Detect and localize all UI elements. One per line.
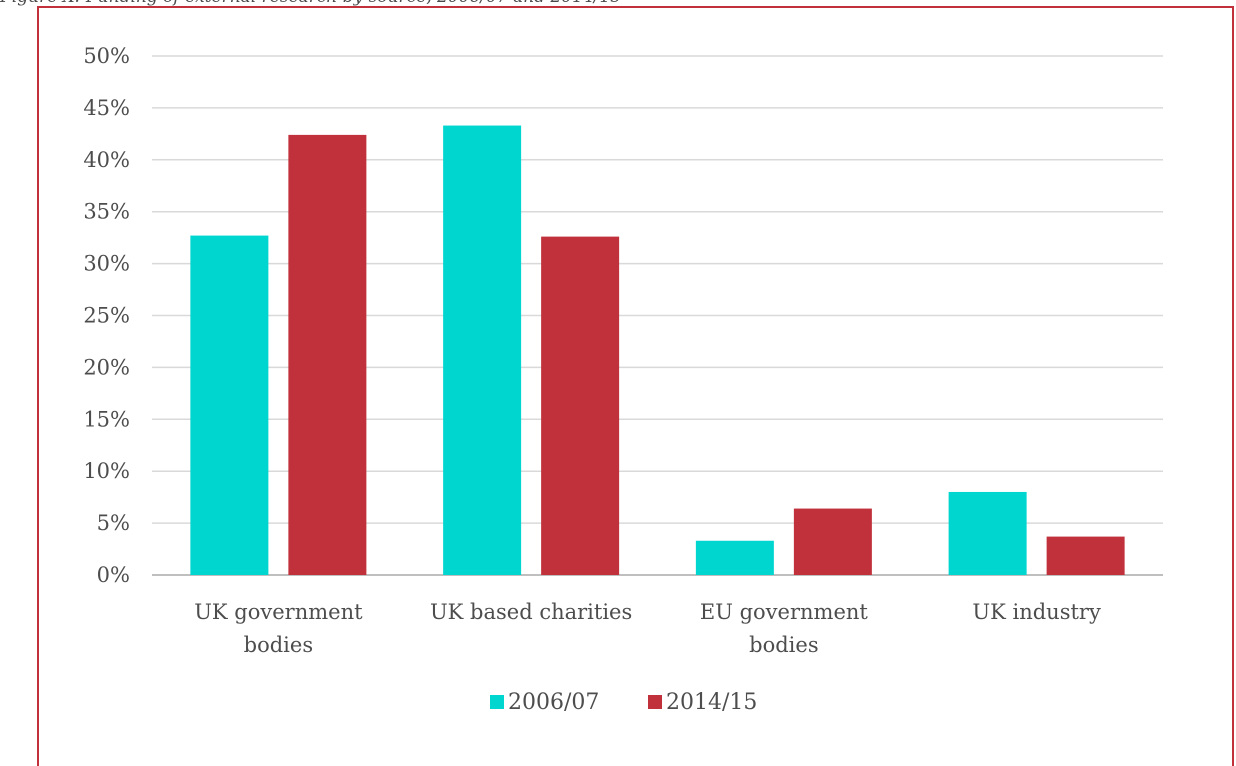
y-tick-label: 0% xyxy=(97,563,130,587)
legend-label: 2006/07 xyxy=(508,690,599,715)
figure-caption: Figure X: Funding of external research b… xyxy=(0,0,1236,9)
category-label: bodies xyxy=(244,633,313,657)
y-tick-label: 45% xyxy=(83,96,130,120)
y-tick-label: 40% xyxy=(83,148,130,172)
y-tick-label: 25% xyxy=(83,304,130,328)
y-tick-label: 20% xyxy=(83,355,130,379)
y-tick-label: 35% xyxy=(83,200,130,224)
bar-2006-07-1 xyxy=(443,125,522,576)
category-label: UK government xyxy=(194,600,363,624)
legend-swatch xyxy=(648,695,662,709)
bar-2006-07-2 xyxy=(695,540,774,575)
y-tick-label: 50% xyxy=(83,44,130,68)
bar-2006-07-0 xyxy=(190,235,269,575)
y-tick-label: 5% xyxy=(97,511,130,535)
bar-2006-07-3 xyxy=(948,491,1027,575)
y-tick-label: 15% xyxy=(83,407,130,431)
chart-frame xyxy=(37,6,1234,766)
category-label: bodies xyxy=(749,633,818,657)
bar-2014-15-1 xyxy=(541,236,620,575)
y-tick-label: 10% xyxy=(83,459,130,483)
legend-label: 2014/15 xyxy=(666,690,757,715)
bar-2014-15-0 xyxy=(288,134,367,575)
legend-swatch xyxy=(490,695,504,709)
category-label: UK industry xyxy=(972,600,1101,624)
category-labels: UK government bodies UK based charities EU … xyxy=(194,600,1101,657)
bar-2014-15-2 xyxy=(793,508,872,575)
y-axis-ticks: 0% 5% 10% 15% 20% 25% 30% 35% 40% 45% 50% xyxy=(83,44,130,587)
category-label: UK based charities xyxy=(430,600,632,624)
bars xyxy=(190,125,1125,576)
legend: 2006/07 2014/15 xyxy=(490,690,757,715)
category-label: EU government xyxy=(700,600,869,624)
y-tick-label: 30% xyxy=(83,252,130,276)
bar-2014-15-3 xyxy=(1046,536,1125,575)
